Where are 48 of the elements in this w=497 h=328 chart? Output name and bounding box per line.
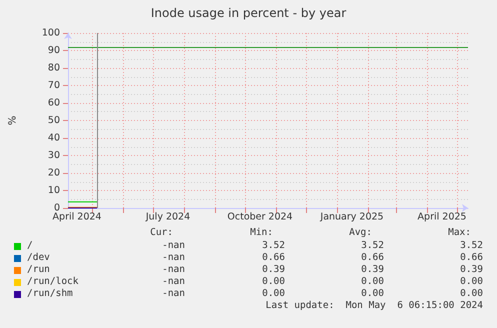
x-tick-label: October 2024 [227, 212, 293, 222]
text: 0.66 [262, 252, 285, 263]
text: 3.52 [361, 240, 384, 251]
legend-label: /dev [27, 252, 50, 263]
y-tick-label: 40 [48, 132, 60, 144]
legend-label: / [27, 240, 33, 251]
text: 0.39 [262, 264, 285, 275]
text: 0.39 [460, 264, 483, 275]
y-tick-label: 50 [48, 115, 60, 126]
y-tick-label: 30 [48, 150, 60, 161]
x-tick-label: April 2025 [418, 212, 466, 222]
y-tick-label: 0 [54, 202, 60, 214]
text: 0.00 [262, 276, 285, 287]
y-tick-label: 60 [48, 98, 60, 108]
chart-title: Inode usage in percent - by year [150, 6, 346, 20]
x-tick-label: July 2024 [144, 212, 190, 222]
legend-label: /run [27, 264, 50, 275]
text: 0.39 [361, 264, 384, 275]
text: -nan [162, 264, 185, 275]
text: 0.00 [460, 288, 483, 299]
text: 3.52 [262, 240, 285, 251]
text: Avg: [349, 227, 372, 238]
y-tick-label: 100 [42, 28, 60, 38]
text: -nan [162, 252, 185, 263]
text: Last update: Mon May 6 06:15:00 2024 [266, 300, 483, 311]
text: Cur: [150, 227, 173, 238]
text: 0.66 [361, 252, 384, 263]
legend-label: /run/lock [27, 276, 78, 287]
y-tick-label: 10 [48, 185, 60, 196]
text: 0.66 [460, 252, 483, 263]
text: 0.00 [262, 288, 285, 299]
text: 0.00 [361, 288, 384, 299]
y-tick-label: 90 [48, 45, 60, 56]
y-tick-label: 80 [48, 62, 60, 74]
text: -nan [162, 288, 185, 299]
y-tick-label: 20 [48, 168, 60, 178]
text: 3.52 [460, 240, 483, 251]
text: -nan [162, 276, 185, 287]
text: Min: [250, 227, 273, 238]
x-tick-label: April 2024 [52, 212, 102, 222]
text: -nan [162, 240, 185, 251]
text: 0.00 [460, 276, 483, 287]
text: 0.00 [361, 276, 384, 287]
y-tick-label: 70 [48, 80, 60, 91]
legend-label: /run/shm [27, 288, 73, 299]
text: Max: [448, 227, 471, 238]
y-axis-title: % [8, 116, 18, 126]
x-tick-label: January 2025 [319, 212, 384, 222]
